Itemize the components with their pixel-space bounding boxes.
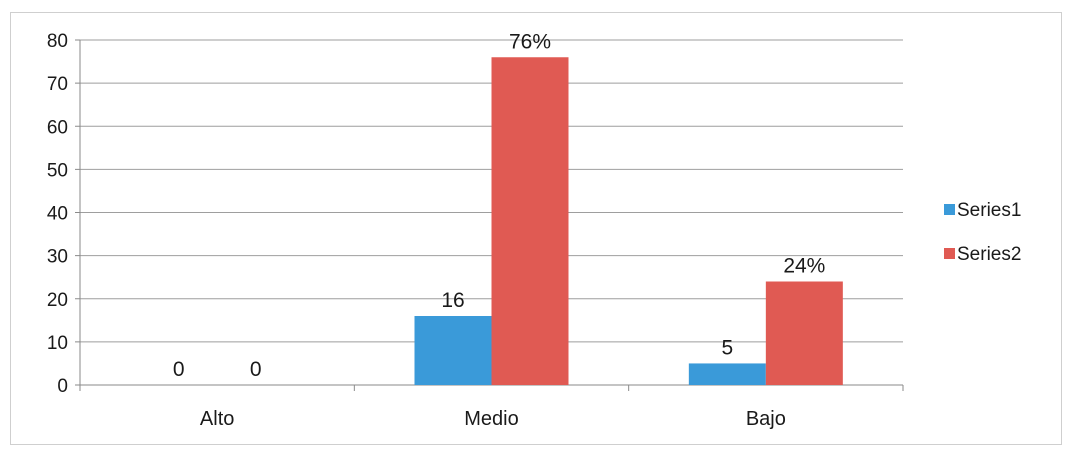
data-label-series2-medio: 76% (509, 30, 551, 53)
category-label-medio: Medio (464, 408, 518, 430)
bar-series2-bajo (765, 281, 843, 385)
bar-series1-medio (414, 316, 492, 385)
legend: Series1 Series2 (944, 200, 1021, 265)
data-label-series2-bajo: 24% (783, 255, 825, 278)
y-axis-ticks: 0 10 20 30 40 50 60 70 80 (47, 31, 68, 397)
data-labels: 0 0 16 76% 5 24% (173, 30, 826, 381)
legend-swatch-series2 (944, 248, 955, 259)
category-label-alto: Alto (200, 408, 234, 430)
bar-series1-bajo (688, 363, 766, 385)
data-label-series1-bajo: 5 (721, 336, 733, 359)
bar-series2-medio (491, 57, 569, 385)
y-tick-label: 30 (47, 247, 68, 268)
y-tick-label: 50 (47, 160, 68, 181)
y-tick-label: 20 (47, 290, 68, 311)
legend-label-series1: Series1 (957, 200, 1021, 221)
y-tick-label: 60 (47, 117, 68, 138)
y-tick-label: 10 (47, 333, 68, 354)
data-label-series2-alto: 0 (250, 358, 262, 381)
y-tick-label: 0 (57, 376, 68, 397)
y-tick-label: 70 (47, 74, 68, 95)
data-label-series1-medio: 16 (441, 289, 464, 312)
category-labels: Alto Medio Bajo (200, 408, 786, 430)
y-tick-label: 40 (47, 204, 68, 225)
y-tick-label: 80 (47, 31, 68, 52)
data-label-series1-alto: 0 (173, 358, 185, 381)
bars (414, 57, 843, 385)
legend-swatch-series1 (944, 204, 955, 215)
category-label-bajo: Bajo (746, 408, 786, 430)
legend-label-series2: Series2 (957, 244, 1021, 265)
